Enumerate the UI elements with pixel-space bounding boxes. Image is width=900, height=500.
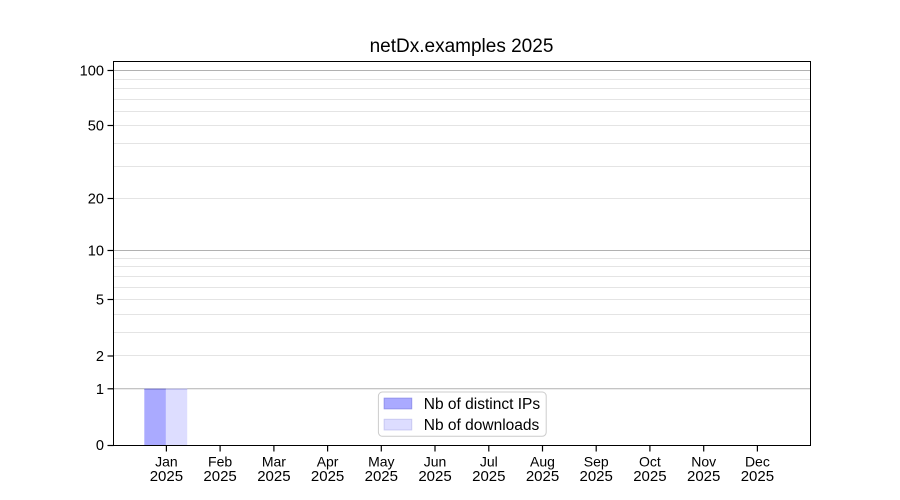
svg-text:50: 50 — [88, 119, 104, 135]
svg-text:2: 2 — [96, 349, 104, 365]
svg-text:2025: 2025 — [365, 468, 398, 485]
svg-text:Nov: Nov — [691, 454, 716, 470]
svg-text:Feb: Feb — [208, 454, 232, 470]
svg-text:Apr: Apr — [317, 454, 339, 470]
svg-text:1: 1 — [96, 382, 104, 398]
svg-text:2025: 2025 — [580, 468, 613, 485]
svg-text:5: 5 — [96, 293, 104, 309]
svg-text:2025: 2025 — [741, 468, 774, 485]
svg-text:2025: 2025 — [633, 468, 666, 485]
svg-text:2025: 2025 — [526, 468, 559, 485]
svg-text:2025: 2025 — [472, 468, 505, 485]
svg-text:Jun: Jun — [424, 454, 447, 470]
svg-text:Sep: Sep — [584, 454, 609, 470]
svg-text:2025: 2025 — [257, 468, 290, 485]
svg-text:2025: 2025 — [418, 468, 451, 485]
svg-text:Jan: Jan — [155, 454, 178, 470]
svg-text:2025: 2025 — [687, 468, 720, 485]
svg-text:Jul: Jul — [480, 454, 498, 470]
svg-text:2025: 2025 — [150, 468, 183, 485]
svg-text:Aug: Aug — [530, 454, 555, 470]
svg-text:100: 100 — [80, 64, 104, 80]
svg-text:Nb of downloads: Nb of downloads — [424, 417, 540, 434]
svg-text:netDx.examples 2025: netDx.examples 2025 — [370, 36, 554, 57]
svg-text:10: 10 — [88, 244, 104, 260]
svg-text:0: 0 — [96, 438, 104, 454]
svg-text:2025: 2025 — [311, 468, 344, 485]
svg-text:2025: 2025 — [203, 468, 236, 485]
svg-text:20: 20 — [88, 192, 104, 208]
svg-text:Oct: Oct — [639, 454, 661, 470]
svg-text:Nb of distinct IPs: Nb of distinct IPs — [424, 396, 541, 413]
svg-text:Dec: Dec — [745, 454, 770, 470]
svg-text:May: May — [368, 454, 394, 470]
svg-text:Mar: Mar — [262, 454, 286, 470]
